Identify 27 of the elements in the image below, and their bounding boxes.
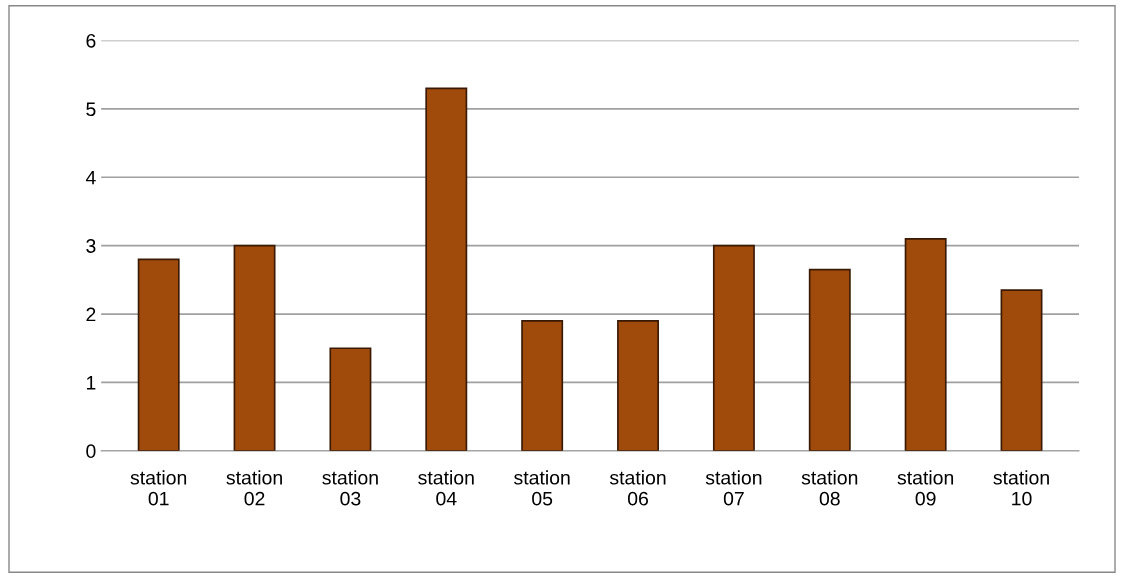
- bar: [425, 87, 468, 451]
- bar: [808, 268, 851, 451]
- x-tick-label: station 09: [897, 470, 954, 506]
- x-tick-label: station 01: [130, 470, 187, 506]
- bar: [137, 258, 180, 451]
- y-tick-label: 5: [86, 102, 96, 117]
- x-tick-label: station 07: [705, 470, 762, 506]
- y-tick-label: 1: [86, 376, 96, 390]
- bar: [521, 320, 564, 451]
- y-tick-label: 4: [85, 170, 96, 185]
- y-tick-label: 0: [86, 444, 96, 459]
- x-tick-label: station 06: [609, 470, 666, 506]
- bar: [617, 320, 660, 451]
- bar: [329, 347, 372, 451]
- x-tick-label: station 05: [514, 470, 570, 506]
- x-tick-label: station 08: [801, 470, 858, 506]
- bar: [1000, 289, 1043, 451]
- x-tick-label: station 04: [418, 470, 474, 506]
- y-tick-label: 6: [86, 33, 96, 48]
- x-tick-label: station 02: [226, 470, 282, 506]
- y-tick-label: 3: [86, 239, 96, 253]
- x-tick-label: station 10: [993, 470, 1049, 506]
- bar: [904, 237, 947, 451]
- x-tick-label: station 03: [322, 470, 378, 506]
- bar: [233, 244, 276, 451]
- bar: [712, 244, 755, 451]
- y-tick-label: 2: [86, 307, 96, 322]
